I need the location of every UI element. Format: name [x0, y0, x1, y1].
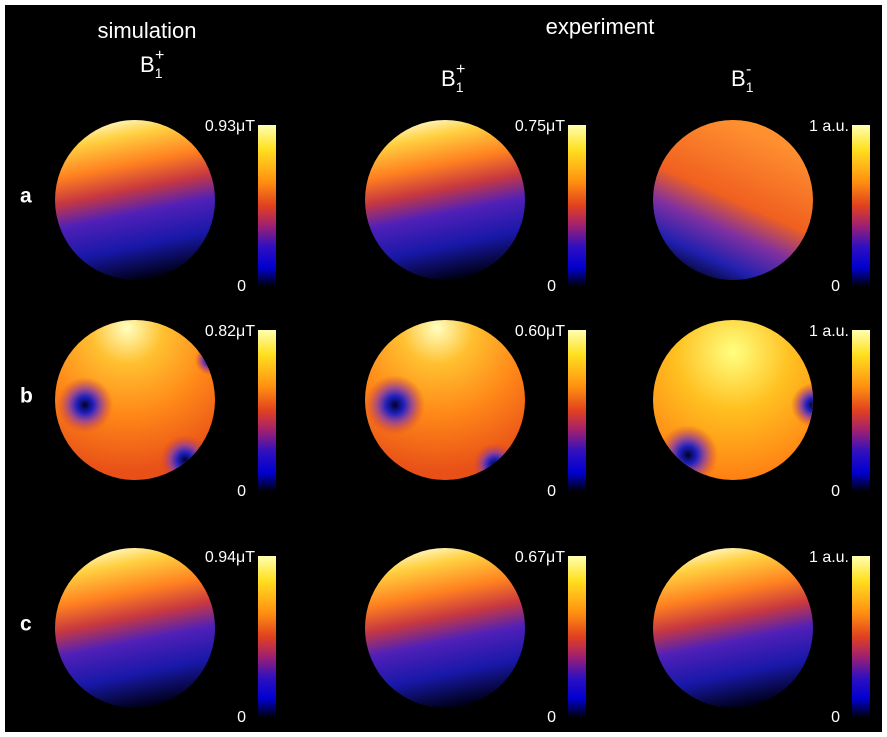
- colorbar: [852, 125, 870, 287]
- colorbar: [258, 556, 276, 718]
- row-label: c: [20, 613, 32, 636]
- field-map: [55, 120, 215, 280]
- scale-min: 0: [237, 709, 246, 726]
- scale-min: 0: [547, 483, 556, 500]
- figure: simulation experiment B1+B1+B1-a0.93μT00…: [0, 0, 887, 737]
- field-map: [365, 548, 525, 708]
- scale-min: 0: [547, 278, 556, 295]
- superscript: -: [746, 61, 751, 78]
- scale-max: 1 a.u.: [809, 323, 849, 340]
- scale-max: 0.82μT: [205, 323, 255, 340]
- scale-max: 0.93μT: [205, 118, 255, 135]
- scale-min: 0: [831, 483, 840, 500]
- symbol: B: [140, 52, 155, 77]
- scale-min: 0: [831, 709, 840, 726]
- row-label: b: [20, 385, 33, 408]
- scale-max: 0.67μT: [515, 549, 565, 566]
- scale-max: 0.60μT: [515, 323, 565, 340]
- scale-max: 1 a.u.: [809, 549, 849, 566]
- subscript: 1: [155, 65, 163, 81]
- field-map: [653, 548, 813, 708]
- symbol: B: [731, 66, 746, 91]
- low-field-spot: [57, 377, 113, 433]
- scale-min: 0: [237, 483, 246, 500]
- field-map: [55, 548, 215, 708]
- colorbar: [852, 556, 870, 718]
- symbol: B: [441, 66, 456, 91]
- column-symbol: B1+: [140, 47, 164, 80]
- superscript: +: [456, 61, 465, 78]
- colorbar: [568, 125, 586, 287]
- column-symbol: B1-: [731, 61, 754, 94]
- subscript: 1: [746, 79, 754, 95]
- header: experiment: [546, 14, 655, 39]
- header: simulation: [97, 18, 196, 43]
- scale-max: 1 a.u.: [809, 118, 849, 135]
- colorbar: [568, 330, 586, 492]
- low-field-spot: [365, 375, 425, 435]
- field-map: [653, 120, 813, 280]
- field-map: [365, 120, 525, 280]
- colorbar: [258, 330, 276, 492]
- superscript: +: [155, 47, 164, 64]
- column-symbol: B1+: [441, 61, 465, 94]
- scale-min: 0: [831, 278, 840, 295]
- scale-min: 0: [237, 278, 246, 295]
- row-label: a: [20, 185, 32, 208]
- colorbar: [852, 330, 870, 492]
- colorbar: [568, 556, 586, 718]
- scale-max: 0.94μT: [205, 549, 255, 566]
- scale-max: 0.75μT: [515, 118, 565, 135]
- subscript: 1: [456, 79, 464, 95]
- scale-min: 0: [547, 709, 556, 726]
- colorbar: [258, 125, 276, 287]
